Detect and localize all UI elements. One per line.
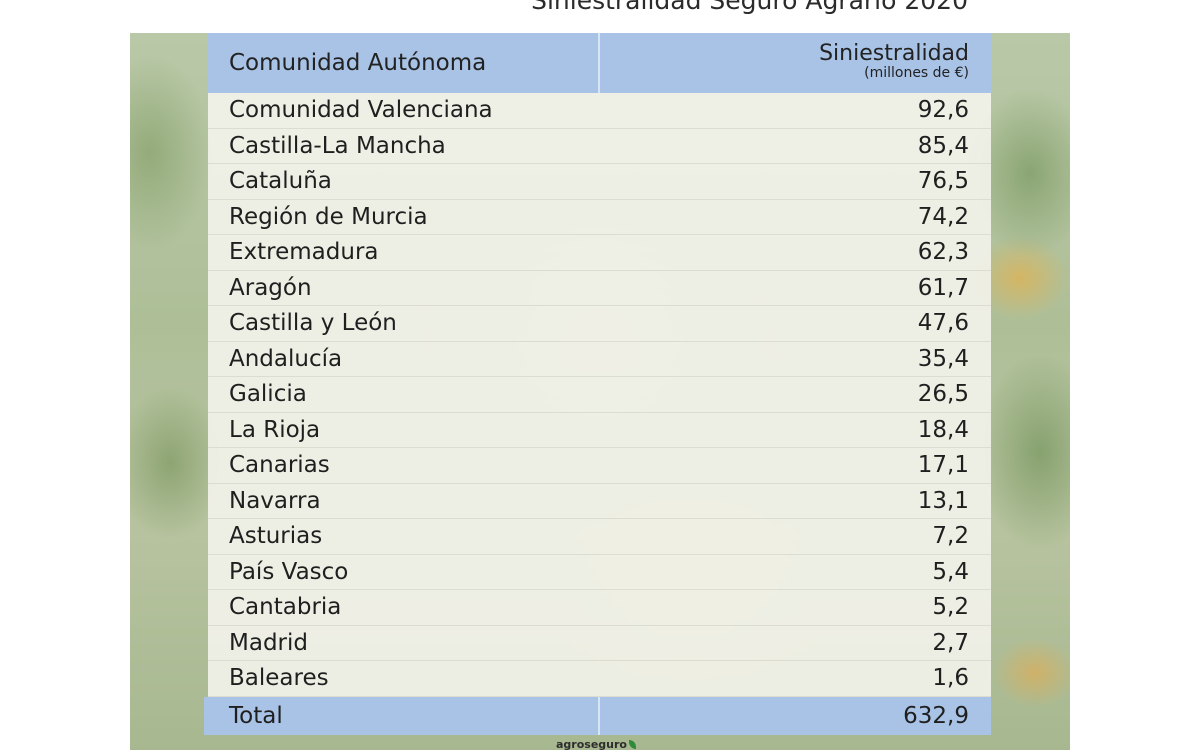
- page-title: Siniestralidad Seguro Agrario 2020: [531, 0, 968, 15]
- column-divider: [598, 697, 600, 735]
- total-label: Total: [229, 703, 283, 729]
- region-name: Cantabria: [229, 594, 342, 620]
- table-row: Madrid 2,7: [208, 626, 991, 661]
- region-name: Comunidad Valenciana: [229, 97, 493, 123]
- region-name: Cataluña: [229, 168, 332, 194]
- region-value: 92,6: [917, 97, 969, 123]
- column-divider: [598, 33, 600, 93]
- region-value: 7,2: [932, 523, 969, 549]
- region-name: Andalucía: [229, 345, 343, 372]
- region-value: 47,6: [917, 310, 969, 336]
- region-name: La Rioja: [229, 416, 321, 443]
- header-value-unit: (millones de €): [864, 65, 969, 81]
- region-value: 62,3: [917, 239, 969, 265]
- header-region-label: Comunidad Autónoma: [229, 50, 487, 76]
- table-row: Andalucía 35,4: [208, 342, 991, 377]
- total-value: 632,9: [903, 703, 969, 729]
- region-value: 5,2: [932, 594, 969, 620]
- table-row: Cataluña 76,5: [208, 164, 991, 200]
- table-header: Comunidad Autónoma Siniestralidad (millo…: [208, 33, 991, 93]
- table-row: Canarias 17,1: [208, 448, 991, 484]
- region-value: 85,4: [917, 132, 969, 159]
- table-row: País Vasco 5,4: [208, 555, 991, 590]
- region-value: 61,7: [917, 274, 969, 301]
- region-value: 76,5: [917, 168, 969, 194]
- logo-text: agroseguro: [556, 738, 627, 751]
- region-name: Canarias: [229, 452, 330, 478]
- region-name: Navarra: [229, 487, 321, 514]
- table-row: Aragón 61,7: [208, 271, 991, 306]
- region-name: Asturias: [229, 523, 323, 549]
- table-row: Región de Murcia 74,2: [208, 200, 991, 235]
- header-value-title: Siniestralidad: [819, 41, 969, 66]
- region-value: 35,4: [917, 345, 969, 372]
- leaf-icon: [628, 740, 636, 749]
- agroseguro-logo: agroseguro: [556, 738, 636, 751]
- table-row: Extremadura 62,3: [208, 235, 991, 271]
- region-value: 1,6: [932, 665, 969, 691]
- region-name: Castilla y León: [229, 310, 397, 336]
- region-value: 17,1: [917, 452, 969, 478]
- header-value-label: Siniestralidad (millones de €): [819, 41, 969, 81]
- data-table: Comunidad Autónoma Siniestralidad (millo…: [204, 33, 991, 735]
- table-row: La Rioja 18,4: [208, 413, 991, 448]
- region-value: 2,7: [932, 629, 969, 656]
- region-name: Madrid: [229, 629, 308, 656]
- table-row: Galicia 26,5: [208, 377, 991, 413]
- region-name: Extremadura: [229, 239, 379, 265]
- table-row: Baleares 1,6: [208, 661, 991, 697]
- table-row: Cantabria 5,2: [208, 590, 991, 626]
- region-value: 13,1: [917, 487, 969, 514]
- region-name: Castilla-La Mancha: [229, 132, 446, 159]
- region-value: 74,2: [917, 203, 969, 230]
- region-value: 5,4: [932, 558, 969, 585]
- table-row: Castilla-La Mancha 85,4: [208, 129, 991, 164]
- table-row: Navarra 13,1: [208, 484, 991, 519]
- region-name: País Vasco: [229, 558, 349, 585]
- region-name: Región de Murcia: [229, 203, 428, 230]
- total-row: Total 632,9: [204, 697, 991, 735]
- table-row: Asturias 7,2: [208, 519, 991, 555]
- table-row: Comunidad Valenciana 92,6: [208, 93, 991, 129]
- region-name: Baleares: [229, 665, 329, 691]
- region-value: 18,4: [917, 416, 969, 443]
- table-row: Castilla y León 47,6: [208, 306, 991, 342]
- region-name: Galicia: [229, 381, 307, 407]
- table-body: Comunidad Valenciana 92,6 Castilla-La Manc…: [208, 93, 991, 697]
- region-value: 26,5: [917, 381, 969, 407]
- region-name: Aragón: [229, 274, 312, 301]
